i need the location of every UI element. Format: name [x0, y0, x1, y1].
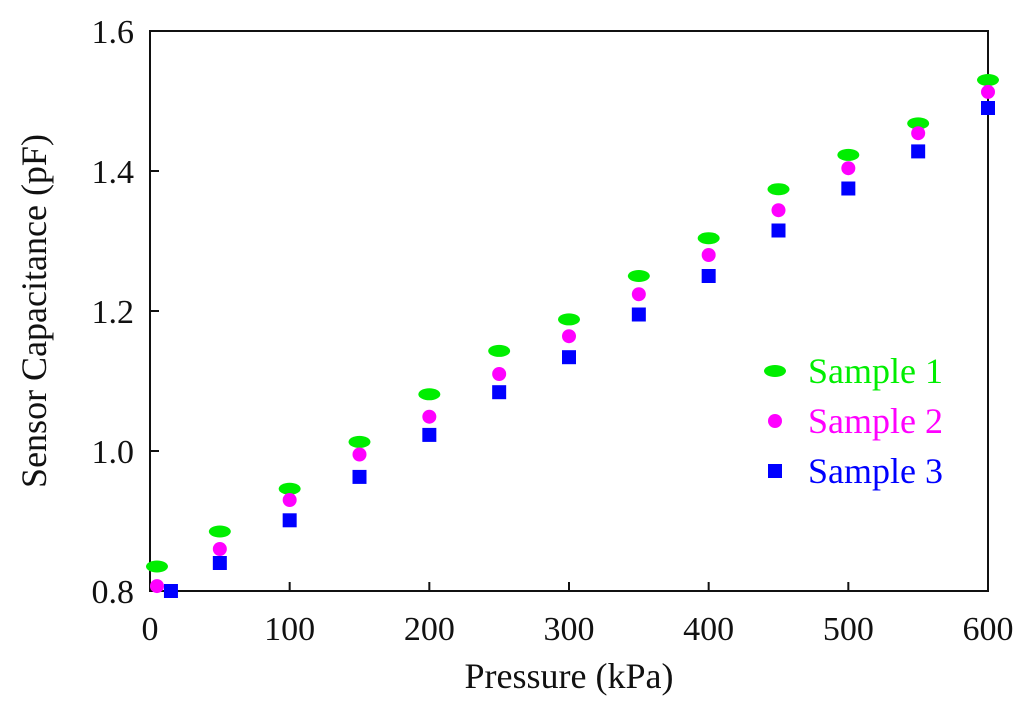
- data-point: [558, 313, 580, 326]
- data-point: [701, 269, 716, 283]
- data-point: [562, 329, 576, 344]
- data-point: [911, 144, 926, 159]
- data-point: [348, 435, 371, 448]
- data-point: [771, 223, 786, 238]
- data-point: [492, 385, 507, 400]
- data-point: [631, 307, 646, 322]
- legend-marker: [768, 414, 782, 428]
- x-tick-label: 400: [683, 611, 734, 648]
- data-point: [771, 203, 786, 218]
- series-1: [145, 74, 999, 573]
- data-point: [212, 542, 227, 556]
- data-point: [278, 482, 301, 495]
- y-tick-label: 0.8: [92, 574, 135, 611]
- x-tick-label: 500: [823, 611, 874, 648]
- legend-marker: [768, 464, 782, 478]
- series-2: [149, 84, 995, 594]
- data-point: [841, 181, 856, 196]
- data-point: [352, 469, 367, 484]
- data-series: [145, 74, 999, 598]
- data-point: [163, 584, 178, 598]
- x-axis-title: Pressure (kPa): [465, 656, 674, 696]
- data-point: [488, 344, 511, 357]
- x-tick-label: 100: [264, 611, 315, 648]
- data-point: [422, 409, 437, 424]
- data-point: [767, 183, 790, 196]
- data-point: [697, 232, 720, 245]
- data-point: [212, 556, 227, 570]
- data-point: [701, 248, 716, 262]
- legend: Sample 1 Sample 2 Sample 3: [764, 351, 943, 491]
- legend-label: Sample 1: [808, 351, 943, 391]
- legend-label: Sample 2: [808, 401, 943, 441]
- data-point: [981, 101, 995, 115]
- data-point: [149, 579, 164, 594]
- x-tick-label: 300: [544, 611, 595, 648]
- x-tick-label: 200: [404, 611, 455, 648]
- series-3: [163, 101, 995, 598]
- x-tick-label: 0: [142, 611, 159, 648]
- legend-label: Sample 3: [808, 451, 943, 491]
- x-tick-label: 600: [963, 611, 1014, 648]
- data-point: [977, 74, 999, 86]
- data-point: [981, 84, 995, 99]
- y-axis-ticks: 0.8 1.0 1.2 1.4 1.6: [92, 14, 159, 611]
- data-point: [562, 350, 576, 365]
- data-point: [837, 148, 860, 161]
- data-point: [492, 367, 507, 381]
- data-point: [208, 525, 231, 538]
- x-axis-ticks: 0 100 200 300 400 500 600: [142, 582, 1014, 648]
- data-point: [282, 513, 297, 528]
- data-point: [422, 427, 437, 442]
- data-point: [352, 447, 367, 462]
- data-point: [631, 287, 646, 302]
- data-point: [145, 560, 168, 573]
- data-point: [282, 493, 297, 507]
- y-axis-title: Sensor Capacitance (pF): [14, 134, 54, 488]
- data-point: [627, 270, 650, 282]
- data-point: [911, 126, 926, 141]
- y-tick-label: 1.4: [92, 154, 135, 191]
- data-point: [841, 161, 856, 176]
- data-point: [418, 388, 441, 401]
- y-tick-label: 1.0: [92, 434, 135, 471]
- y-tick-label: 1.6: [92, 14, 135, 51]
- data-point: [907, 117, 930, 130]
- legend-marker: [764, 365, 786, 377]
- plot-area: [149, 30, 989, 592]
- y-tick-label: 1.2: [92, 294, 135, 331]
